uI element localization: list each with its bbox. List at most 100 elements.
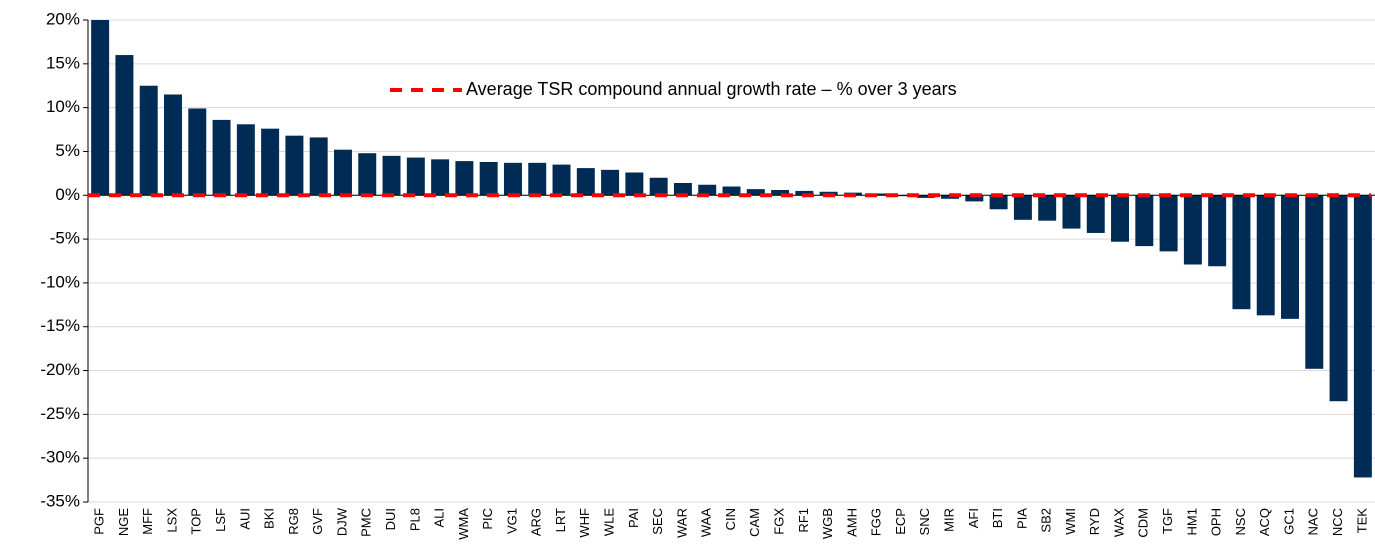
x-tick-label: NGE xyxy=(116,508,131,537)
bar xyxy=(868,193,887,196)
bar xyxy=(1062,195,1081,229)
x-tick-label: TGF xyxy=(1160,508,1175,534)
x-tick-label: PIC xyxy=(480,508,495,530)
x-tick-label: RG8 xyxy=(286,508,301,535)
bar xyxy=(333,149,352,196)
x-tick-label: WGB xyxy=(820,508,835,539)
legend-label: Average TSR compound annual growth rate … xyxy=(466,79,957,99)
bar xyxy=(212,119,231,196)
bar xyxy=(1183,195,1202,265)
bar xyxy=(1038,195,1057,221)
x-tick-label: PAI xyxy=(626,508,641,528)
bar xyxy=(552,164,571,196)
x-tick-label: BTI xyxy=(990,508,1005,528)
x-tick-label: SEC xyxy=(650,508,665,535)
bar xyxy=(1305,195,1324,369)
x-tick-label: WMI xyxy=(1063,508,1078,535)
bar xyxy=(1086,195,1105,233)
x-tick-label: FGG xyxy=(869,508,884,536)
x-tick-label: GVF xyxy=(310,508,325,535)
x-tick-label: RYD xyxy=(1087,508,1102,535)
x-tick-label: PMC xyxy=(359,508,374,537)
bar xyxy=(309,137,328,196)
x-tick-label: DUI xyxy=(383,508,398,530)
x-tick-label: WMA xyxy=(456,508,471,540)
x-tick-label: RF1 xyxy=(796,508,811,533)
bar xyxy=(1135,195,1154,247)
x-tick-label: HM1 xyxy=(1184,508,1199,535)
bar xyxy=(771,190,790,196)
bar xyxy=(406,157,425,196)
bar xyxy=(698,184,717,196)
x-tick-label: BKI xyxy=(262,508,277,529)
x-tick-label: OPH xyxy=(1209,508,1224,536)
x-tick-label: ALI xyxy=(432,508,447,528)
x-tick-label: WHF xyxy=(577,508,592,538)
x-tick-label: MIR xyxy=(941,508,956,532)
y-tick-label: 15% xyxy=(46,53,80,72)
bar xyxy=(503,162,522,196)
bar xyxy=(261,128,280,196)
x-tick-label: WAA xyxy=(699,508,714,537)
y-tick-label: -25% xyxy=(40,404,80,423)
bar xyxy=(358,153,377,196)
bar xyxy=(601,169,620,196)
x-tick-label: LSX xyxy=(164,508,179,533)
x-tick-label: DJW xyxy=(334,507,349,536)
x-tick-label: NSC xyxy=(1233,508,1248,535)
bar xyxy=(1232,195,1251,310)
x-tick-label: ECP xyxy=(893,508,908,535)
x-tick-label: CDM xyxy=(1136,508,1151,538)
x-tick-label: PGF xyxy=(92,508,107,535)
bar xyxy=(1353,195,1372,478)
bar xyxy=(625,172,644,196)
x-tick-label: NAC xyxy=(1306,508,1321,535)
bar xyxy=(1159,195,1178,252)
bar xyxy=(1013,195,1032,220)
bar xyxy=(1281,195,1299,319)
bar xyxy=(528,162,547,196)
bar xyxy=(164,94,182,196)
x-tick-label: PIA xyxy=(1014,508,1029,529)
bar xyxy=(989,195,1008,210)
x-tick-label: PL8 xyxy=(407,508,422,531)
bar xyxy=(649,177,668,196)
bar xyxy=(479,161,498,196)
bar xyxy=(455,161,474,196)
x-tick-label: ACQ xyxy=(1257,508,1272,536)
y-tick-label: -15% xyxy=(40,316,80,335)
bar xyxy=(795,190,814,196)
bar xyxy=(431,159,450,196)
x-tick-label: FGX xyxy=(772,508,787,535)
bar xyxy=(139,85,158,196)
bar xyxy=(91,20,110,196)
x-tick-label: LSF xyxy=(213,508,228,532)
x-tick-label: LRT xyxy=(553,508,568,532)
x-tick-label: ARG xyxy=(529,508,544,536)
bar xyxy=(285,135,304,196)
bar xyxy=(1208,195,1227,267)
y-tick-label: 20% xyxy=(46,9,80,28)
x-tick-label: MFF xyxy=(140,508,155,535)
bar xyxy=(673,183,692,196)
y-tick-label: 0% xyxy=(55,185,80,204)
bar xyxy=(965,195,984,202)
x-tick-label: TEK xyxy=(1354,508,1369,534)
x-tick-label: CIN xyxy=(723,508,738,530)
x-tick-label: AUI xyxy=(237,508,252,530)
y-tick-label: 10% xyxy=(46,97,80,116)
bar xyxy=(746,189,765,196)
bar xyxy=(382,155,401,196)
bar xyxy=(722,186,741,196)
x-tick-label: VG1 xyxy=(504,508,519,534)
y-tick-label: -5% xyxy=(50,229,80,248)
x-tick-label: GC1 xyxy=(1281,508,1296,535)
x-tick-label: AFI xyxy=(966,508,981,528)
y-tick-label: -20% xyxy=(40,360,80,379)
bar xyxy=(1329,195,1348,402)
bar xyxy=(1111,195,1130,242)
bar xyxy=(115,55,134,196)
x-tick-label: TOP xyxy=(189,508,204,535)
y-tick-label: -35% xyxy=(40,491,80,510)
